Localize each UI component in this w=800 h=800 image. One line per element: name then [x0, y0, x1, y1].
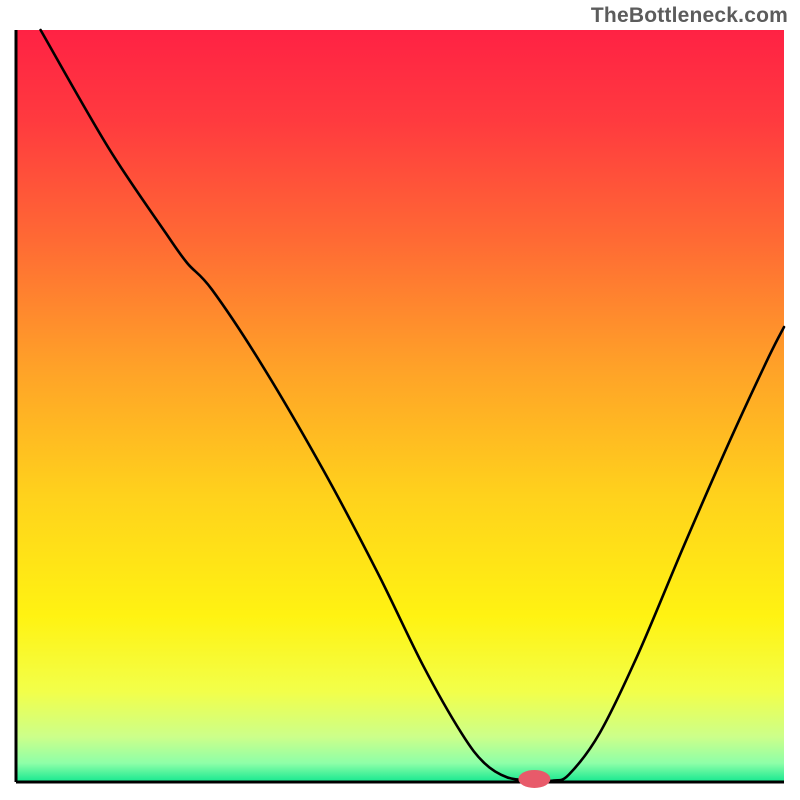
gradient-background	[16, 30, 784, 782]
bottleneck-chart	[0, 0, 800, 800]
min-marker	[518, 770, 550, 788]
watermark-text: TheBottleneck.com	[591, 4, 788, 28]
